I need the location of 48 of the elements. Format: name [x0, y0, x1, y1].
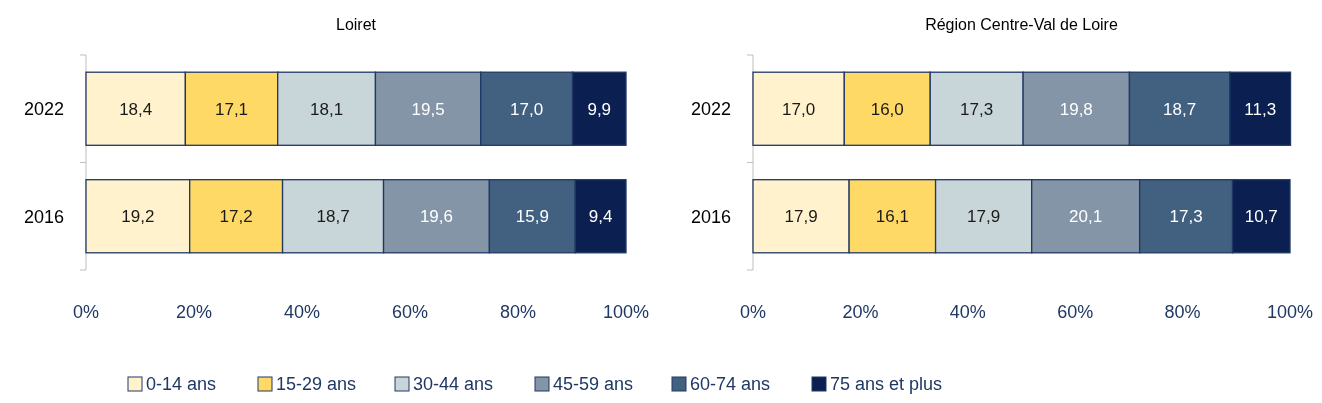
data-label: 17,9	[784, 207, 818, 227]
data-label: 19,2	[121, 207, 155, 227]
x-tick-label: 80%	[499, 302, 537, 322]
x-tick-label: 100%	[1266, 302, 1314, 322]
data-label: 15,9	[515, 207, 549, 227]
data-label: 19,5	[411, 99, 445, 119]
data-label: 11,3	[1244, 99, 1277, 119]
data-label: 18,1	[310, 99, 344, 119]
x-tick-label: 100%	[602, 302, 650, 322]
data-label: 17,3	[1169, 207, 1203, 227]
data-label: 17,0	[510, 99, 544, 119]
data-label: 17,1	[214, 99, 249, 119]
data-label: 10,7	[1244, 207, 1278, 227]
x-tick-label: 60%	[1057, 302, 1094, 322]
data-label: 17,0	[782, 99, 816, 119]
y-tick-label: 2022	[690, 99, 731, 120]
data-label: 18,7	[1163, 99, 1197, 119]
y-tick-label: 2022	[23, 99, 64, 120]
data-label: 20,1	[1069, 207, 1103, 227]
data-label: 18,7	[316, 207, 350, 227]
chart-title: Région Centre-Val de Loire	[925, 16, 1118, 33]
x-tick-label: 80%	[1164, 302, 1201, 322]
data-label: 18,4	[119, 99, 153, 119]
data-label: 16,0	[870, 99, 904, 119]
data-label: 17,9	[967, 207, 1001, 227]
legend-label: 45-59 ans	[553, 374, 634, 394]
y-tick-label: 2016	[23, 206, 64, 227]
x-tick-label: 40%	[949, 302, 986, 322]
data-label: 17,2	[219, 207, 253, 227]
x-tick-label: 0%	[739, 302, 767, 322]
legend-label: 75 ans et plus	[830, 374, 943, 394]
data-label: 16,1	[875, 207, 909, 227]
data-label: 17,3	[960, 99, 994, 119]
chart-title: Loiret	[335, 16, 377, 33]
legend-label: 0-14 ans	[146, 374, 217, 394]
data-label: 9,4	[588, 207, 613, 227]
legend-label: 15-29 ans	[276, 374, 357, 394]
x-tick-label: 20%	[842, 302, 879, 322]
data-label: 19,6	[419, 207, 454, 227]
legend-label: 30-44 ans	[413, 374, 494, 394]
legend-label: 60-74 ans	[690, 374, 771, 394]
data-label: 19,8	[1059, 99, 1093, 119]
y-tick-label: 2016	[690, 206, 731, 227]
x-tick-label: 60%	[391, 302, 429, 322]
x-tick-label: 20%	[175, 302, 213, 322]
x-tick-label: 0%	[72, 302, 100, 322]
x-tick-label: 40%	[283, 302, 321, 322]
data-label: 9,9	[587, 99, 612, 119]
